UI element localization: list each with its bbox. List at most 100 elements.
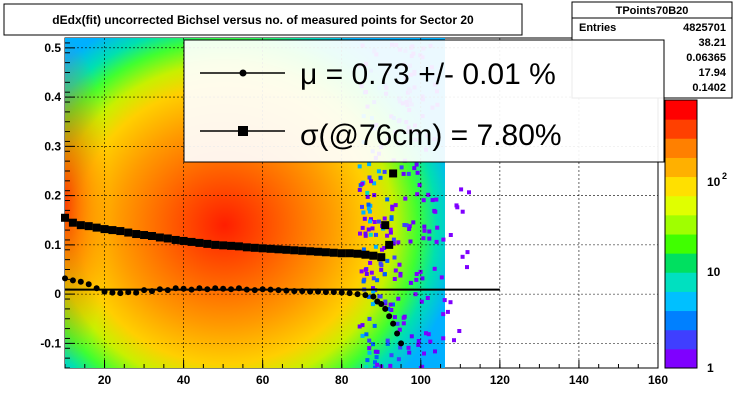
stats-value: 0.1402: [692, 82, 726, 94]
sigma-point: [100, 225, 109, 234]
mean-point: [346, 290, 353, 297]
sigma-point: [140, 231, 149, 240]
heatmap-cell: [424, 331, 428, 336]
x-tick-label: 120: [490, 373, 510, 387]
x-tick-label: 40: [177, 373, 191, 387]
heatmap-cell: [373, 360, 377, 365]
sigma-point: [68, 218, 77, 227]
mean-point: [394, 330, 401, 337]
heatmap-cell: [407, 224, 412, 229]
heatmap-cell: [408, 239, 413, 244]
heatmap-cell: [364, 332, 369, 337]
heatmap-cell: [367, 316, 372, 321]
heatmap-cell: [382, 246, 387, 250]
heatmap-cell: [433, 349, 437, 354]
heatmap-cell: [368, 260, 373, 265]
legend-marker-square: [238, 126, 248, 136]
heatmap-cell: [448, 233, 453, 237]
heatmap-cell: [374, 232, 378, 237]
sigma-point: [258, 244, 267, 253]
heatmap-cell: [427, 229, 432, 234]
heatmap-cell: [370, 226, 375, 231]
sigma-point: [61, 213, 69, 222]
y-tick-label: 0.1: [44, 238, 61, 252]
heatmap-cell: [370, 302, 375, 307]
heatmap-cell: [421, 198, 426, 203]
heatmap-cell: [398, 273, 403, 278]
heatmap-cell: [365, 194, 370, 199]
heatmap-cell: [383, 299, 388, 304]
heatmap-cell: [385, 341, 390, 346]
chart-title: dEdx(fit) uncorrected Bichsel versus no.…: [52, 13, 474, 27]
heatmap-cell: [415, 192, 420, 197]
mean-point: [354, 291, 361, 298]
legend-entry-mu: μ = 0.73 +/- 0.01 %: [300, 58, 556, 91]
heatmap-cell: [382, 216, 387, 221]
mean-point: [338, 289, 345, 296]
heatmap-cell: [359, 269, 364, 274]
stats-value: 4825701: [683, 22, 726, 34]
heatmap-cell: [374, 355, 379, 360]
heatmap-cell: [371, 342, 375, 347]
heatmap-cell: [401, 321, 406, 326]
heatmap-cell: [368, 232, 373, 237]
color-bar-segment: [665, 138, 697, 158]
sigma-point: [389, 169, 398, 178]
heatmap-cell: [368, 219, 372, 224]
heatmap-cell: [365, 358, 370, 363]
heatmap-cell: [377, 367, 382, 368]
color-bar-segment: [665, 119, 697, 139]
heatmap-cell: [396, 357, 401, 362]
mean-point: [117, 290, 124, 297]
sigma-point: [314, 247, 323, 256]
heatmap-cell: [392, 255, 397, 260]
heatmap-left-edge: [65, 38, 155, 368]
heatmap-cell: [414, 272, 419, 276]
y-tick-label: -0.1: [40, 336, 61, 350]
heatmap-cell: [434, 239, 439, 244]
heatmap-cell: [369, 270, 374, 275]
y-tick-label: 0.5: [44, 41, 61, 55]
heatmap-cell: [439, 275, 444, 280]
sigma-point: [132, 230, 141, 239]
heatmap-cell: [433, 209, 438, 214]
y-tick-label: 0: [54, 287, 61, 301]
heatmap-cell: [467, 190, 471, 195]
x-tick-label: 80: [335, 373, 349, 387]
heatmap-cell: [441, 312, 446, 317]
heatmap-cell: [385, 258, 390, 263]
heatmap-cell: [407, 350, 412, 355]
heatmap-cell: [393, 268, 398, 273]
heatmap-cell: [385, 197, 390, 202]
heatmap-cell: [390, 204, 395, 209]
color-bar-segment: [665, 214, 697, 235]
heatmap-cell: [367, 350, 372, 355]
heatmap-cell: [379, 263, 384, 268]
heatmap-cell: [465, 265, 469, 270]
mean-point: [77, 278, 84, 285]
color-bar-segment: [665, 234, 697, 254]
heatmap-cell: [363, 231, 368, 236]
heatmap-cell: [415, 170, 420, 175]
sigma-point: [282, 245, 291, 254]
sigma-point: [234, 242, 243, 251]
sigma-point: [298, 246, 307, 255]
heatmap-cell: [358, 231, 362, 236]
color-bar-segment: [665, 157, 697, 178]
mean-point: [62, 275, 68, 282]
heatmap-cell: [360, 181, 365, 186]
heatmap-cell: [372, 193, 377, 198]
heatmap-cell: [385, 233, 390, 238]
heatmap-cell: [409, 334, 414, 339]
heatmap-cell: [411, 220, 416, 225]
heatmap-cell: [412, 166, 417, 171]
heatmap-cell: [362, 216, 367, 221]
sigma-point: [195, 238, 204, 247]
heatmap-cell: [363, 233, 368, 238]
heatmap-cell: [376, 219, 381, 224]
x-axis: 20 40 60 80 100 120 140 160: [64, 360, 668, 387]
stats-rows: Entries 4825701 38.21 0.06365 17.94 0.1402: [579, 22, 727, 94]
heatmap-cell: [391, 237, 396, 242]
sigma-point: [92, 223, 101, 232]
